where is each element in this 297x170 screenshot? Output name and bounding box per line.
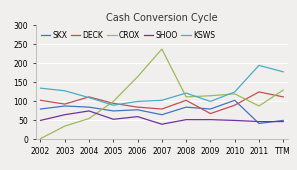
CROX — [208, 95, 212, 97]
Title: Cash Conversion Cycle: Cash Conversion Cycle — [106, 13, 218, 23]
Line: DECK: DECK — [40, 92, 283, 114]
KSWS — [136, 100, 139, 103]
SHOO — [184, 119, 188, 121]
CROX — [282, 89, 285, 91]
SKX — [87, 106, 91, 108]
SKX — [39, 108, 42, 110]
DECK — [39, 99, 42, 101]
Line: KSWS: KSWS — [40, 65, 283, 105]
SKX — [184, 106, 188, 108]
DECK — [160, 108, 164, 110]
DECK — [257, 91, 261, 93]
DECK — [233, 104, 236, 106]
SKX — [63, 105, 67, 107]
Line: CROX: CROX — [40, 49, 283, 139]
CROX — [160, 48, 164, 50]
KSWS — [112, 104, 115, 106]
KSWS — [87, 97, 91, 99]
SKX — [233, 99, 236, 101]
CROX — [184, 96, 188, 98]
Line: SHOO: SHOO — [40, 111, 283, 124]
SHOO — [233, 119, 236, 121]
DECK — [282, 96, 285, 98]
SKX — [112, 110, 115, 112]
SKX — [208, 108, 212, 110]
CROX — [112, 100, 115, 103]
SKX — [282, 119, 285, 121]
KSWS — [160, 99, 164, 101]
DECK — [184, 99, 188, 101]
CROX — [257, 105, 261, 107]
DECK — [208, 113, 212, 115]
SHOO — [112, 118, 115, 120]
SKX — [136, 109, 139, 111]
DECK — [87, 96, 91, 98]
SHOO — [282, 121, 285, 123]
CROX — [63, 125, 67, 127]
KSWS — [208, 100, 212, 103]
KSWS — [39, 87, 42, 89]
SHOO — [208, 119, 212, 121]
KSWS — [233, 91, 236, 93]
CROX — [39, 138, 42, 140]
Line: SKX: SKX — [40, 100, 283, 123]
SHOO — [136, 116, 139, 118]
CROX — [136, 76, 139, 78]
Legend: SKX, DECK, CROX, SHOO, KSWS: SKX, DECK, CROX, SHOO, KSWS — [40, 29, 217, 41]
DECK — [136, 106, 139, 108]
CROX — [233, 93, 236, 95]
SHOO — [39, 119, 42, 121]
DECK — [63, 103, 67, 105]
DECK — [112, 102, 115, 104]
SHOO — [160, 123, 164, 125]
CROX — [87, 117, 91, 120]
SHOO — [63, 114, 67, 116]
SHOO — [257, 121, 261, 123]
SKX — [160, 114, 164, 116]
KSWS — [63, 90, 67, 92]
KSWS — [282, 71, 285, 73]
SKX — [257, 122, 261, 124]
KSWS — [257, 64, 261, 66]
KSWS — [184, 92, 188, 94]
SHOO — [87, 110, 91, 112]
